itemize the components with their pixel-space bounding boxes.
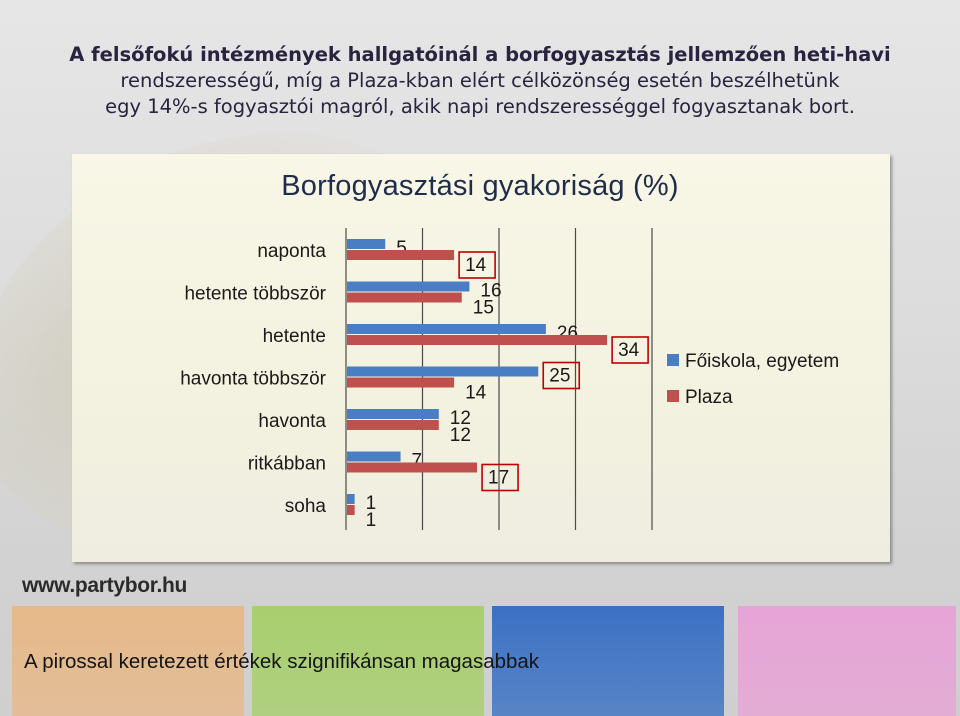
- legend-swatch: [667, 354, 679, 366]
- data-label: 34: [618, 340, 640, 361]
- color-strip-2: [252, 606, 484, 716]
- color-strip-blue: [492, 606, 724, 716]
- highlight-box: [542, 361, 581, 390]
- category-label: ritkábban: [248, 454, 326, 475]
- bar-foiskola: [347, 281, 470, 292]
- headline-line-1: A felsőfokú intézmények hallgatóinál a b…: [69, 43, 891, 66]
- data-label: 17: [488, 468, 509, 489]
- site-watermark: www.partybor.hu: [22, 574, 188, 597]
- page-headline: A felsőfokú intézmények hallgatóinál a b…: [20, 42, 940, 120]
- data-label: 12: [450, 425, 471, 446]
- bar-foiskola: [347, 239, 386, 249]
- data-label: 7: [412, 451, 423, 472]
- bar-foiskola: [347, 324, 546, 334]
- color-strip-1: [12, 606, 244, 716]
- bar-plaza: [347, 420, 439, 430]
- data-label: 14: [465, 255, 487, 276]
- bar-foiskola: [347, 494, 355, 504]
- legend-label: Plaza: [685, 387, 733, 408]
- headline-line-3: egy 14%-s fogyasztói magról, akik napi r…: [105, 95, 855, 118]
- chart-title: Borfogyasztási gyakoriság (%): [281, 170, 679, 202]
- bar-plaza: [347, 505, 355, 515]
- bar-foiskola: [347, 451, 401, 462]
- data-label: 12: [450, 408, 471, 429]
- footer-note: A pirossal keretezett értékek szignifiká…: [24, 650, 540, 673]
- headline-line-2: rendszerességű, míg a Plaza-kban elért c…: [120, 69, 840, 92]
- color-strip-4: [738, 606, 956, 716]
- bar-plaza: [347, 462, 478, 473]
- bar-plaza: [347, 250, 455, 260]
- bar-plaza: [347, 292, 462, 303]
- category-label: havonta: [258, 411, 326, 432]
- data-label: 16: [480, 281, 501, 302]
- data-label: 1: [366, 493, 377, 514]
- bar-foiskola: [347, 366, 539, 377]
- highlight-box: [611, 336, 649, 364]
- category-label: naponta: [257, 241, 326, 262]
- highlight-box: [481, 463, 519, 492]
- bar-plaza: [347, 335, 608, 345]
- bar-plaza: [347, 377, 455, 388]
- chart-panel: [72, 154, 890, 562]
- category-label: soha: [285, 496, 327, 517]
- bar-foiskola: [347, 409, 439, 419]
- data-label: 14: [465, 383, 487, 404]
- data-label: 25: [549, 366, 570, 387]
- category-label: hetente többször: [184, 284, 326, 305]
- highlight-box: [458, 251, 496, 279]
- category-label: havonta többször: [180, 369, 326, 390]
- data-label: 1: [366, 510, 377, 531]
- data-label: 15: [473, 298, 494, 319]
- legend-label: Főiskola, egyetem: [685, 351, 839, 372]
- legend-swatch: [667, 390, 679, 402]
- data-label: 5: [396, 238, 407, 259]
- category-label: hetente: [263, 326, 326, 347]
